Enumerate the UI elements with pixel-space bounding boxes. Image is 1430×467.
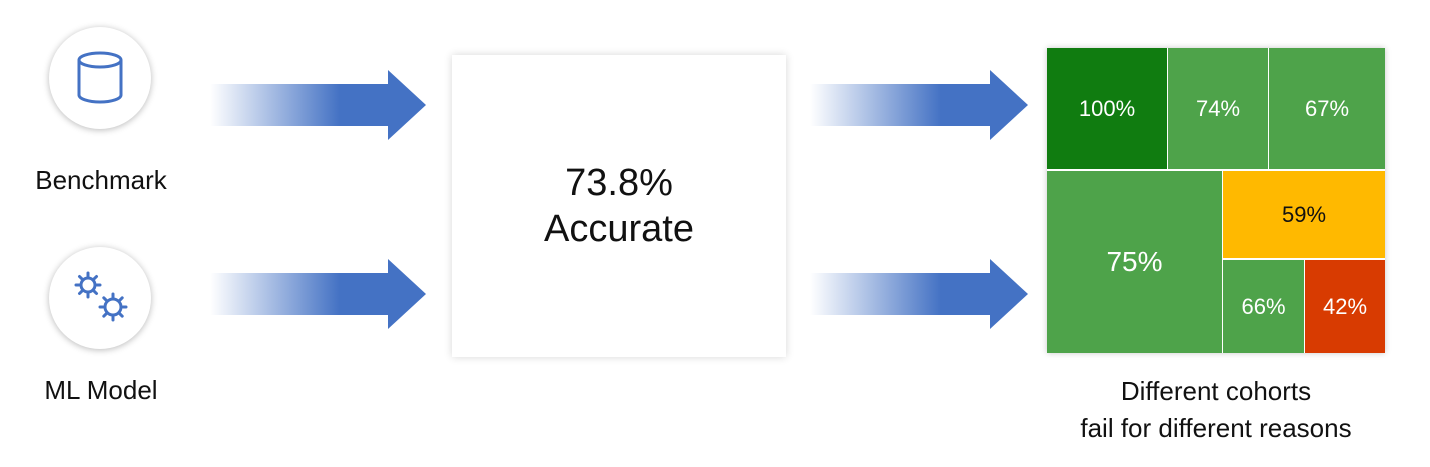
cohort-cell: 59% xyxy=(1223,171,1385,260)
cohort-cell: 66% xyxy=(1223,260,1305,353)
arrow-eval-to-cohorts-top xyxy=(810,70,1028,140)
cohort-cell-label: 75% xyxy=(1106,246,1163,277)
ml-model-label: ML Model xyxy=(44,375,158,405)
cohort-cell-label: 74% xyxy=(1195,95,1241,121)
arrow-model-to-eval xyxy=(210,259,426,329)
accuracy-label: Accurate xyxy=(544,208,694,250)
cohort-cell: 67% xyxy=(1269,48,1385,171)
accuracy-value: 73.8% xyxy=(565,162,673,204)
cohort-treemap: 100% 74% 67% 75% 59% 66% 42% xyxy=(1047,48,1385,353)
cohort-cell-label: 100% xyxy=(1078,95,1136,121)
arrow-eval-to-cohorts-bottom xyxy=(810,259,1028,329)
arrow-benchmark-to-eval xyxy=(210,70,426,140)
overall-accuracy-box: 73.8% Accurate xyxy=(452,55,786,357)
cohort-cell: 74% xyxy=(1168,48,1269,171)
cohort-caption-line1: Different cohorts xyxy=(1120,376,1312,406)
cohort-caption-line2: fail for different reasons xyxy=(1080,413,1352,443)
benchmark-icon-circle xyxy=(49,27,151,129)
cohort-caption: Different cohorts fail for different rea… xyxy=(1030,373,1402,447)
benchmark-label: Benchmark xyxy=(35,165,167,195)
cohort-cell-label: 66% xyxy=(1241,293,1286,319)
cohort-cell: 42% xyxy=(1305,260,1385,353)
cohort-cell-label: 42% xyxy=(1322,293,1368,319)
database-icon xyxy=(77,51,123,104)
ml-model-icon-circle xyxy=(49,247,151,349)
gears-icon xyxy=(74,271,128,322)
cohort-cell-label: 67% xyxy=(1304,95,1350,121)
cohort-cell: 75% xyxy=(1047,171,1223,353)
cohort-cell-label: 59% xyxy=(1281,201,1327,227)
cohort-cell: 100% xyxy=(1047,48,1168,171)
